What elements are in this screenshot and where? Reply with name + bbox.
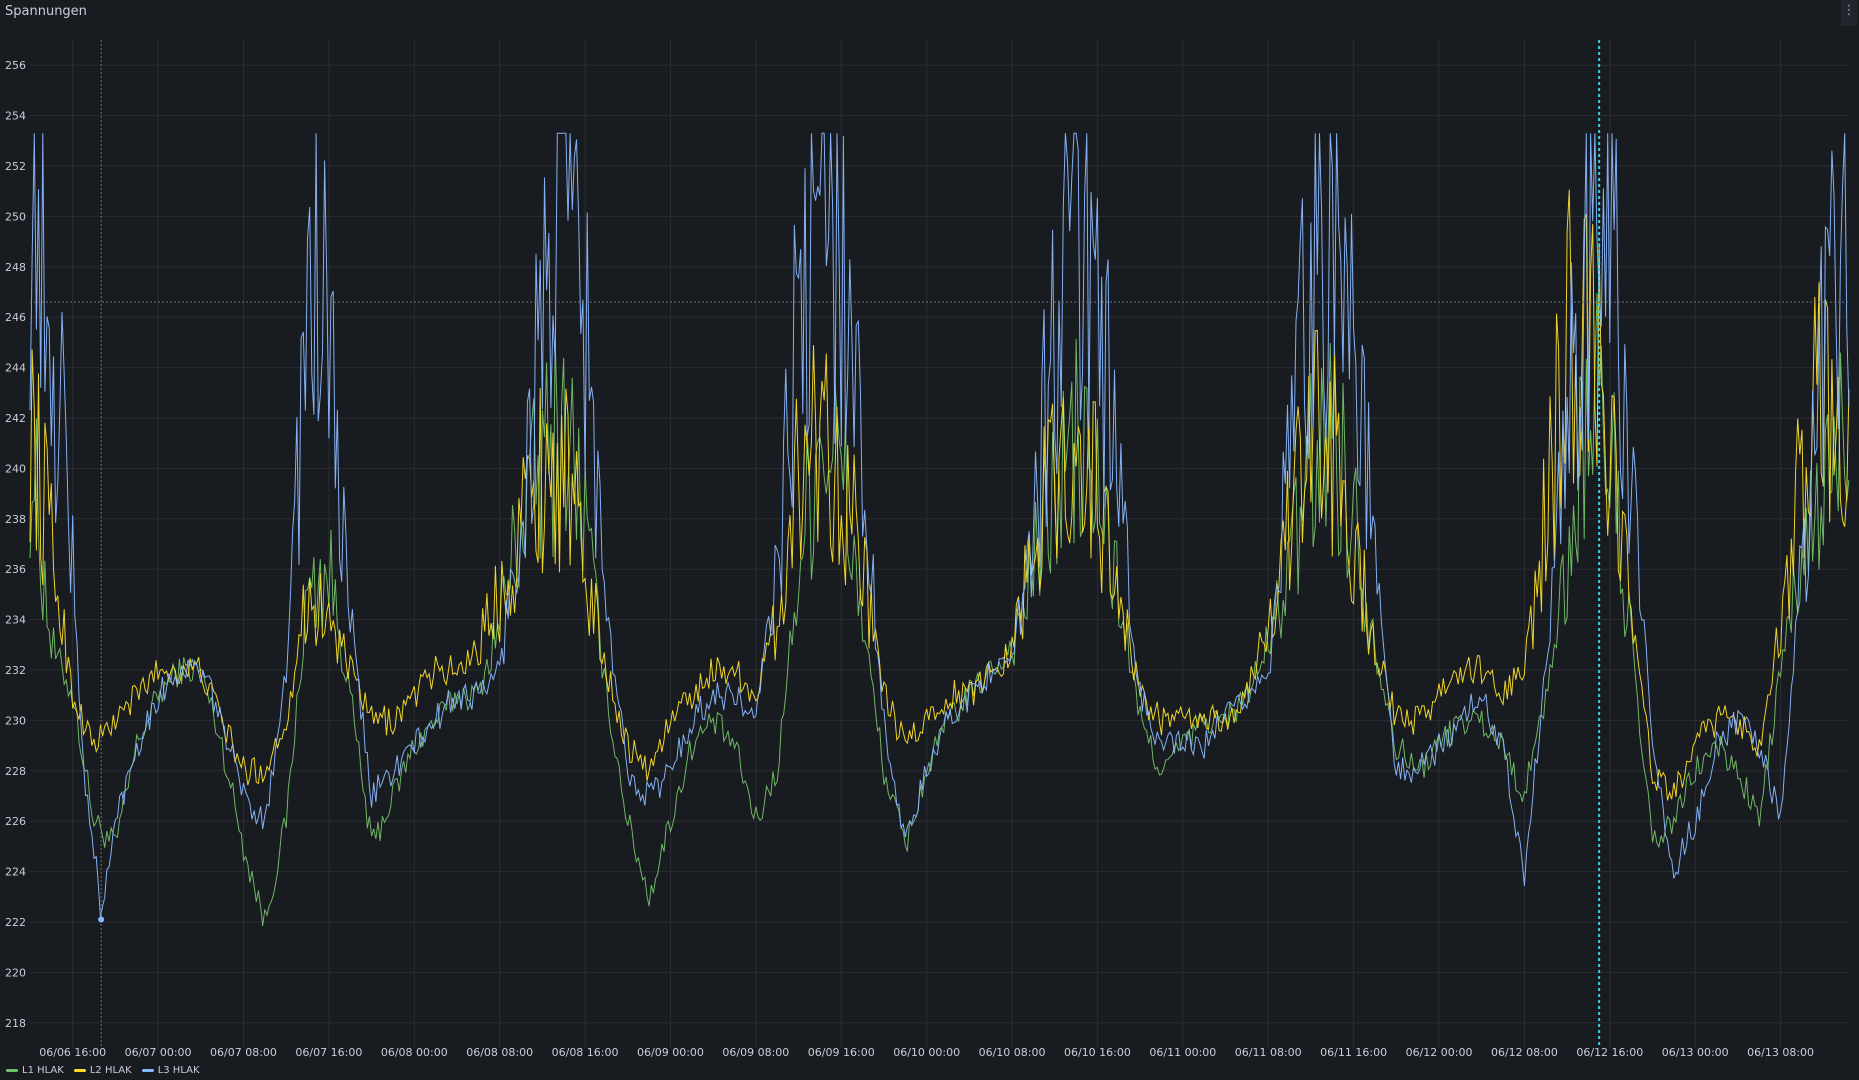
- y-tick-label: 234: [5, 614, 26, 627]
- y-tick-label: 246: [5, 311, 26, 324]
- legend: L1 HLAK L2 HLAK L3 HLAK: [6, 1062, 200, 1078]
- overlay: [30, 40, 1850, 1048]
- y-tick-label: 236: [5, 563, 26, 576]
- x-tick-label: 06/11 16:00: [1320, 1046, 1387, 1059]
- x-tick-label: 06/08 16:00: [552, 1046, 619, 1059]
- x-tick-label: 06/13 08:00: [1747, 1046, 1814, 1059]
- legend-swatch: [141, 1068, 154, 1072]
- panel-header: Spannungen ⋮: [0, 0, 1859, 26]
- x-tick-label: 06/08 00:00: [381, 1046, 448, 1059]
- series-line-l3-hlak: [29, 132, 1850, 918]
- y-tick-label: 226: [5, 815, 26, 828]
- voltage-chart[interactable]: 218 220 222 224 226 228 230 232 234 236 238 240 242 2…: [0, 26, 1859, 1062]
- y-tick-label: 228: [5, 765, 26, 778]
- y-tick-label: 232: [5, 664, 26, 677]
- x-tick-label: 06/10 16:00: [1064, 1046, 1131, 1059]
- legend-item-l1-hlak[interactable]: L1 HLAK: [6, 1065, 64, 1076]
- series-layer: [29, 132, 1850, 926]
- x-tick-label: 06/08 08:00: [466, 1046, 533, 1059]
- x-tick-label: 06/07 00:00: [125, 1046, 192, 1059]
- y-tick-label: 250: [5, 210, 26, 223]
- y-tick-label: 248: [5, 261, 26, 274]
- x-tick-label: 06/10 00:00: [893, 1046, 960, 1059]
- kebab-menu-icon[interactable]: ⋮: [1841, 0, 1857, 26]
- y-tick-label: 244: [5, 362, 26, 375]
- x-tick-label: 06/07 08:00: [210, 1046, 277, 1059]
- y-tick-label: 230: [5, 714, 26, 727]
- x-tick-label: 06/12 16:00: [1576, 1046, 1643, 1059]
- y-tick-label: 256: [5, 59, 26, 72]
- x-tick-label: 06/11 08:00: [1235, 1046, 1302, 1059]
- series-line-l1-hlak: [29, 293, 1850, 926]
- hover-point: [98, 916, 105, 923]
- panel-title: Spannungen: [5, 4, 87, 19]
- y-tick-label: 218: [5, 1017, 26, 1030]
- y-tick-label: 240: [5, 462, 26, 475]
- y-tick-label: 242: [5, 412, 26, 425]
- x-tick-label: 06/09 08:00: [722, 1046, 789, 1059]
- legend-label: L3 HLAK: [157, 1064, 200, 1076]
- legend-label: L1 HLAK: [22, 1064, 64, 1076]
- grid: [30, 40, 1850, 1048]
- x-tick-label: 06/09 00:00: [637, 1046, 704, 1059]
- x-tick-label: 06/07 16:00: [295, 1046, 362, 1059]
- x-tick-label: 06/11 00:00: [1149, 1046, 1216, 1059]
- y-tick-label: 222: [5, 916, 26, 929]
- x-tick-label: 06/06 16:00: [39, 1046, 106, 1059]
- x-tick-label: 06/09 16:00: [808, 1046, 875, 1059]
- legend-swatch: [6, 1068, 18, 1072]
- legend-swatch: [73, 1068, 86, 1072]
- x-tick-label: 06/13 00:00: [1662, 1046, 1729, 1059]
- y-tick-label: 238: [5, 513, 26, 526]
- series-line-l2-hlak: [29, 189, 1850, 801]
- y-axis: 218 220 222 224 226 228 230 232 234 236 238 240 242 2…: [5, 59, 26, 1030]
- x-axis: 06/06 16:00 06/07 00:00 06/07 08:00 06/07 1…: [39, 1046, 1814, 1059]
- x-tick-label: 06/12 08:00: [1491, 1046, 1558, 1059]
- y-tick-label: 252: [5, 160, 26, 173]
- y-tick-label: 254: [5, 110, 26, 123]
- x-tick-label: 06/10 08:00: [979, 1046, 1046, 1059]
- legend-item-l3-hlak[interactable]: L3 HLAK: [141, 1064, 200, 1076]
- x-tick-label: 06/12 00:00: [1406, 1046, 1473, 1059]
- legend-label: L2 HLAK: [89, 1064, 132, 1076]
- y-tick-label: 224: [5, 866, 26, 879]
- legend-item-l2-hlak[interactable]: L2 HLAK: [73, 1064, 132, 1076]
- y-tick-label: 220: [5, 966, 26, 979]
